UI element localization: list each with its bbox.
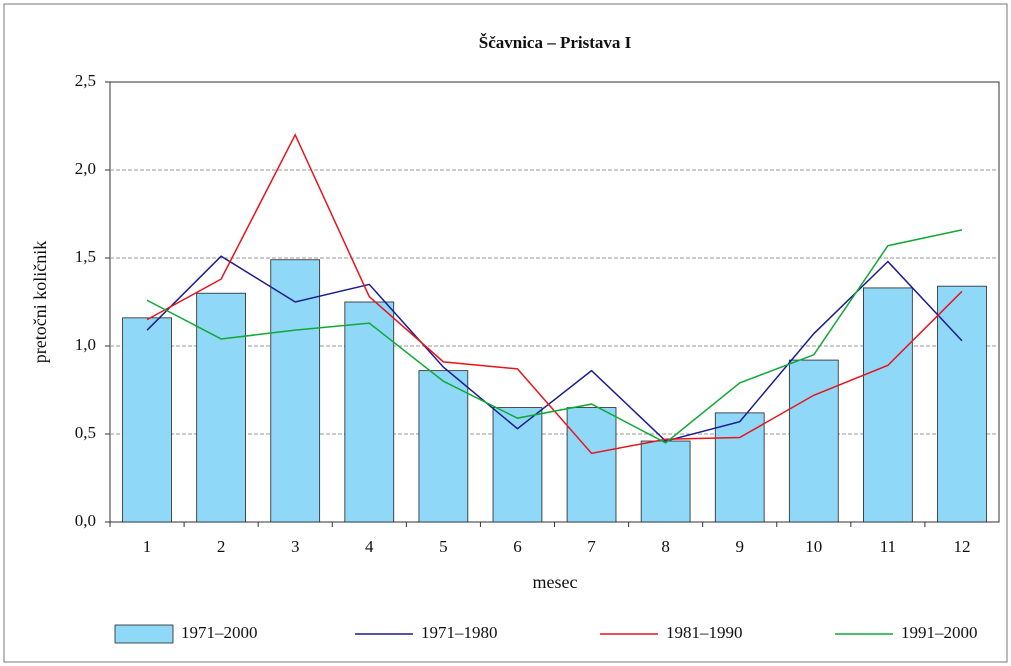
bar [344,301,395,523]
chart-title: Ščavnica – Pristava I [479,33,632,52]
y-tick-label: 1,0 [75,335,96,354]
bar [640,440,691,523]
x-tick-label: 4 [365,537,374,556]
x-tick-label: 2 [217,537,226,556]
legend-label: 1991–2000 [901,623,978,642]
bar [788,359,839,523]
x-tick-label: 11 [880,537,896,556]
x-tick-label: 7 [587,537,596,556]
line [146,255,963,442]
bar [122,317,172,523]
x-axis-label: mesec [533,572,578,592]
bar [418,370,469,523]
y-tick-label: 2,5 [75,71,96,90]
bar [492,407,543,523]
y-tick-label: 2,0 [75,159,96,178]
legend-label: 1981–1990 [666,623,743,642]
bar [863,287,913,523]
bar [196,292,246,523]
x-tick-label: 3 [291,537,300,556]
bar [270,259,321,523]
x-tick-label: 8 [661,537,670,556]
y-tick-label: 1,5 [75,247,96,266]
x-tick-label: 6 [513,537,522,556]
x-tick-label: 12 [953,537,970,556]
bar [714,412,765,523]
legend-swatch [114,624,174,644]
y-tick-label: 0,5 [75,423,96,442]
x-tick-label: 10 [805,537,822,556]
x-tick-label: 1 [143,537,152,556]
bar [937,285,987,523]
y-tick-label: 0,0 [75,511,96,530]
bar [566,407,617,523]
legend-label: 1971–2000 [181,623,258,642]
y-axis-label: pretočni količnik [30,241,50,363]
line [146,229,963,444]
legend-label: 1971–1980 [421,623,498,642]
x-tick-label: 5 [439,537,448,556]
x-tick-label: 9 [735,537,744,556]
